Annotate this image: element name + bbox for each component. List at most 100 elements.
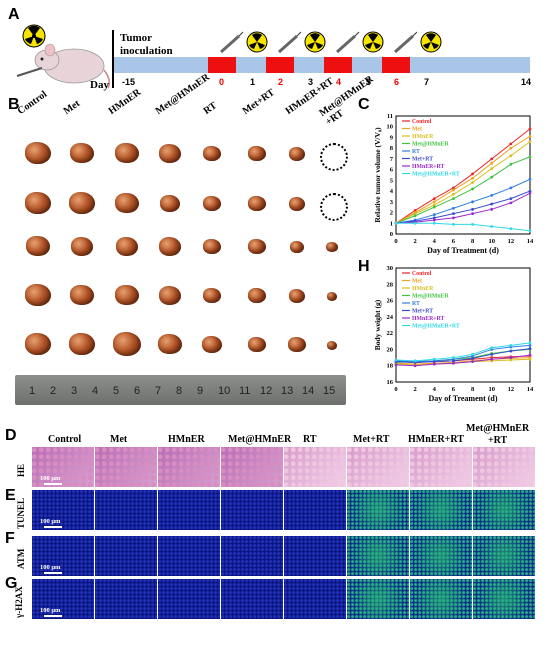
- data-point: [452, 356, 455, 359]
- scale-bar: [44, 572, 62, 574]
- micrograph-tile: [95, 579, 157, 619]
- data-point: [471, 207, 474, 211]
- micrograph-tile: [473, 447, 535, 487]
- micrograph-column-header: Control: [48, 434, 82, 445]
- micrograph-tile: [347, 536, 409, 576]
- tumor-photo: [203, 288, 221, 304]
- panel-label-f: F: [5, 530, 15, 547]
- x-tick-label: 14: [527, 238, 534, 245]
- syringe-radiation-icon: [278, 31, 326, 54]
- data-point: [509, 146, 513, 150]
- series-line: [395, 141, 531, 224]
- legend-label: Met+RT: [412, 157, 433, 163]
- tumor-photo: [25, 142, 51, 165]
- data-point: [509, 154, 513, 158]
- ruler-number: 15: [323, 385, 336, 397]
- ruler-number: 12: [260, 385, 273, 397]
- panel-label-a: A: [8, 6, 20, 23]
- y-tick-label: 16: [387, 379, 394, 386]
- day-label: Day: [90, 79, 109, 91]
- tumor-group-header: Met: [61, 98, 83, 117]
- data-point: [452, 361, 455, 365]
- data-point: [452, 212, 455, 216]
- tumor-photo: [71, 237, 93, 256]
- tumor-photo: [25, 192, 51, 215]
- series-line: [395, 128, 531, 224]
- data-point: [471, 222, 474, 226]
- data-point: [509, 343, 513, 347]
- tumor-photo: [203, 196, 221, 212]
- legend-label: RT: [412, 149, 420, 155]
- data-point: [452, 188, 455, 192]
- data-point: [509, 201, 513, 205]
- ruler-number: 1: [29, 385, 36, 397]
- tick-label: 5: [366, 77, 372, 87]
- tumor-photo: [288, 337, 306, 353]
- legend-label: HMnER+RT: [412, 164, 445, 170]
- legend-label: Met+RT: [412, 309, 433, 315]
- data-point: [490, 175, 494, 179]
- timeline-segment: [352, 57, 382, 73]
- micrograph-tile: [221, 536, 283, 576]
- tumor-photo: [327, 341, 337, 350]
- data-point: [413, 212, 417, 216]
- timeline-segment: [294, 57, 324, 73]
- y-tick-label: 10: [387, 124, 394, 131]
- data-point: [471, 360, 474, 364]
- tick-label: 2: [278, 77, 284, 87]
- syringe-radiation-icon: [394, 31, 442, 54]
- tumor-photo: [115, 143, 139, 164]
- mouse-illustration: [16, 43, 111, 89]
- data-point: [528, 155, 532, 159]
- tumor-photo: [248, 337, 266, 353]
- x-tick-label: 0: [394, 386, 397, 393]
- data-point: [528, 341, 532, 345]
- tumor-photo: [159, 286, 181, 305]
- scale-bar-label: 100 μm: [40, 475, 61, 482]
- micrograph-tile: [158, 490, 220, 530]
- data-point: [394, 358, 398, 362]
- radiation-icon: [22, 24, 46, 48]
- tumor-group-header: Met+RT: [240, 87, 277, 117]
- timeline-treatment-day-6: [382, 57, 410, 73]
- y-tick-label: 30: [387, 265, 394, 272]
- tumor-photo: [289, 147, 305, 161]
- data-point: [413, 359, 417, 363]
- micrograph-tile: [284, 536, 346, 576]
- ruler-number: 4: [92, 385, 99, 397]
- micrograph-tile: [32, 579, 94, 619]
- micrograph-tile: [32, 447, 94, 487]
- data-point: [432, 360, 436, 364]
- tumor-group-header: HMnER: [106, 86, 144, 117]
- y-tick-label: 0: [390, 231, 393, 238]
- micrograph-tile: [284, 579, 346, 619]
- data-point: [432, 216, 436, 220]
- x-tick-label: 8: [471, 386, 475, 393]
- data-point: [432, 213, 436, 217]
- data-point: [528, 343, 532, 347]
- ruler-number: 13: [281, 385, 294, 397]
- tumor-photo: [70, 285, 94, 306]
- y-tick-label: 11: [387, 113, 393, 120]
- series-line: [395, 192, 531, 224]
- data-point: [413, 209, 417, 212]
- data-point: [528, 127, 532, 131]
- micrograph-tile: [221, 579, 283, 619]
- legend-label: Met@HMnER: [412, 142, 449, 148]
- micrograph-column-header: RT: [303, 434, 317, 445]
- micrograph-column-header: Met@HMnER +RT: [466, 423, 530, 446]
- series-line: [395, 135, 531, 224]
- data-point: [432, 357, 436, 361]
- data-point: [528, 140, 532, 144]
- tick-label: 0: [219, 77, 225, 87]
- data-point: [471, 356, 474, 360]
- panel-label-h: H: [358, 258, 370, 275]
- y-tick-label: 5: [390, 177, 394, 184]
- x-tick-label: 6: [452, 238, 456, 245]
- tumor-photo: [160, 195, 180, 212]
- data-point: [490, 161, 494, 165]
- y-tick-label: 7: [390, 156, 394, 163]
- data-point: [432, 362, 436, 366]
- panel-label-c: C: [358, 96, 370, 113]
